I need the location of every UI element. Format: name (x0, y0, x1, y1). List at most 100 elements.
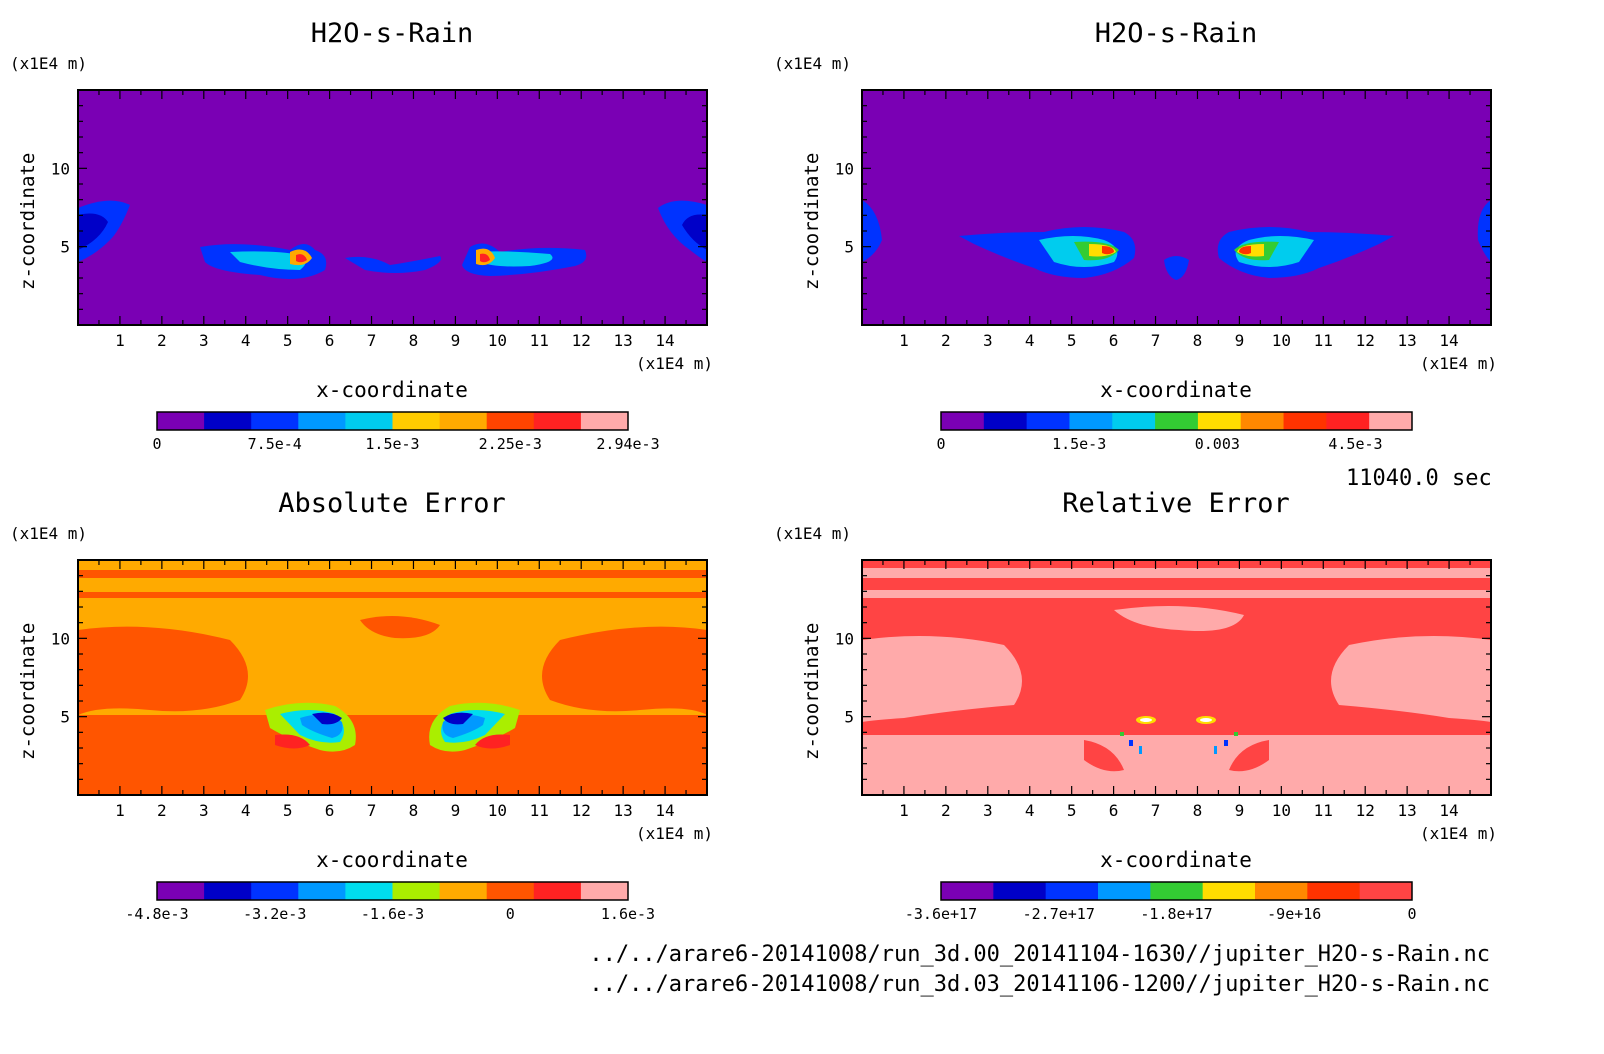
y-tick-label: 5 (844, 708, 854, 727)
time-label: 11040.0 sec (1346, 466, 1492, 491)
colorbar-tick-label: -2.7e+17 (1023, 905, 1095, 923)
x-tick-label: 11 (530, 801, 549, 820)
y-tick-label: 10 (51, 629, 70, 648)
x-tick-label: 5 (1067, 801, 1077, 820)
panel-3-y-unit: (x1E4 m) (10, 524, 88, 543)
colorbar-swatch (204, 412, 252, 430)
colorbar-swatch (1155, 412, 1199, 430)
panel-4-xlabel: x-coordinate (1100, 848, 1252, 872)
panel-1-center-cloud (345, 256, 441, 273)
x-tick-label: 9 (1235, 331, 1245, 350)
x-tick-label: 9 (451, 801, 461, 820)
panel-1-title: H2O-s-Rain (310, 18, 474, 49)
x-tick-label: 6 (1109, 801, 1119, 820)
panel-3-title: Absolute Error (278, 488, 506, 519)
panel-1-y-unit: (x1E4 m) (10, 54, 88, 73)
x-tick-label: 9 (1235, 801, 1245, 820)
x-tick-label: 12 (572, 331, 591, 350)
colorbar-frame (156, 881, 629, 901)
colorbar-tick-label: 0 (936, 435, 945, 453)
x-tick-label: 14 (655, 801, 674, 820)
colorbar-swatch (204, 882, 252, 900)
panel-2-colorbar: 0 1.5e-3 0.003 4.5e-3 (936, 411, 1413, 453)
x-tick-label: 2 (941, 331, 951, 350)
panel-1-plot-bg (78, 90, 707, 325)
colorbar-tick-label: 2.25e-3 (479, 435, 542, 453)
x-tick-label: 1 (899, 331, 909, 350)
source-file-2: ../../arare6-20141008/run_3d.03_20141106… (589, 972, 1490, 997)
x-tick-label: 11 (1314, 801, 1333, 820)
panel-2-title: H2O-s-Rain (1094, 18, 1258, 49)
colorbar-swatch (1307, 882, 1361, 900)
colorbar-tick-label: 1.5e-3 (1052, 435, 1106, 453)
x-tick-label: 1 (115, 801, 125, 820)
colorbar-tick-label: -4.8e-3 (125, 905, 188, 923)
colorbar-swatch (580, 882, 629, 900)
x-tick-label: 2 (157, 801, 167, 820)
panel-2-xlabel: x-coordinate (1100, 378, 1252, 402)
x-tick-label: 1 (899, 801, 909, 820)
x-tick-label: 2 (941, 801, 951, 820)
colorbar-swatch (533, 412, 582, 430)
colorbar-tick-label: 0 (506, 905, 515, 923)
y-tick-label: 5 (60, 238, 70, 257)
colorbar-swatch (533, 882, 582, 900)
x-tick-label: 14 (655, 331, 674, 350)
x-tick-label: 7 (1151, 801, 1161, 820)
colorbar-swatch (157, 412, 205, 430)
panel-2-plot-frame (861, 89, 1492, 326)
colorbar-swatch (392, 412, 441, 430)
y-tick-label: 10 (51, 159, 70, 178)
x-tick-label: 3 (983, 331, 993, 350)
x-tick-label: 7 (367, 331, 377, 350)
colorbar-tick-label: 2.94e-3 (596, 435, 659, 453)
colorbar-swatch (1150, 882, 1204, 900)
y-tick-label: 10 (835, 629, 854, 648)
colorbar-tick-label: 0 (152, 435, 161, 453)
x-tick-label: 10 (1272, 331, 1291, 350)
panel-3-plot-frame (77, 559, 708, 796)
colorbar-swatch (251, 412, 299, 430)
colorbar-swatch (1359, 882, 1413, 900)
x-tick-label: 12 (572, 801, 591, 820)
x-tick-label: 12 (1356, 801, 1375, 820)
panel-4-plot-frame (861, 559, 1492, 796)
y-tick-label: 5 (60, 708, 70, 727)
panel-4-colorbar: -3.6e+17 -2.7e+17 -1.8e+17 -9e+16 0 (905, 881, 1417, 923)
x-tick-label: 13 (614, 331, 633, 350)
x-tick-label: 14 (1439, 801, 1458, 820)
colorbar-tick-label: 0 (1407, 905, 1416, 923)
colorbar-swatch (439, 412, 488, 430)
colorbar-tick-label: -3.6e+17 (905, 905, 977, 923)
colorbar-swatch (298, 412, 346, 430)
x-tick-label: 8 (409, 801, 419, 820)
x-tick-label: 7 (1151, 331, 1161, 350)
colorbar-tick-label: 1.5e-3 (365, 435, 419, 453)
panel-3-blobs (78, 570, 707, 795)
colorbar-swatch (486, 882, 535, 900)
colorbar-swatch (345, 882, 393, 900)
x-tick-label: 4 (1025, 801, 1035, 820)
colorbar-tick-label: -1.8e+17 (1140, 905, 1212, 923)
colorbar-frame (940, 881, 1413, 901)
colorbar-swatch (941, 412, 985, 430)
panel-3-colorbar: -4.8e-3 -3.2e-3 -1.6e-3 0 1.6e-3 (125, 881, 655, 923)
colorbar-swatch (1197, 412, 1242, 430)
panel-1-xlabel: x-coordinate (316, 378, 468, 402)
panel-1-plot-frame (77, 89, 708, 326)
colorbar-tick-label: 0.003 (1195, 435, 1240, 453)
x-tick-label: 2 (157, 331, 167, 350)
colorbar-swatch (392, 882, 441, 900)
colorbar-swatch (1240, 412, 1285, 430)
x-tick-label: 4 (1025, 331, 1035, 350)
colorbar-swatch (1369, 412, 1413, 430)
colorbar-swatch (439, 882, 488, 900)
panel-1-blobs (78, 200, 707, 279)
x-tick-label: 12 (1356, 331, 1375, 350)
colorbar-swatch (993, 882, 1047, 900)
x-tick-label: 4 (241, 801, 251, 820)
x-tick-label: 5 (1067, 331, 1077, 350)
